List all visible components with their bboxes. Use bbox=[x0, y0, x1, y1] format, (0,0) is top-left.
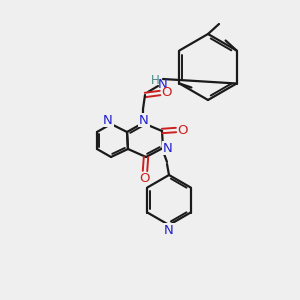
Text: N: N bbox=[139, 113, 149, 127]
Text: H: H bbox=[151, 74, 159, 86]
Text: N: N bbox=[158, 77, 168, 91]
Text: O: O bbox=[162, 86, 172, 100]
Text: N: N bbox=[164, 224, 174, 236]
Text: N: N bbox=[103, 113, 113, 127]
Text: N: N bbox=[163, 142, 173, 154]
Text: O: O bbox=[178, 124, 188, 136]
Text: O: O bbox=[140, 172, 150, 185]
